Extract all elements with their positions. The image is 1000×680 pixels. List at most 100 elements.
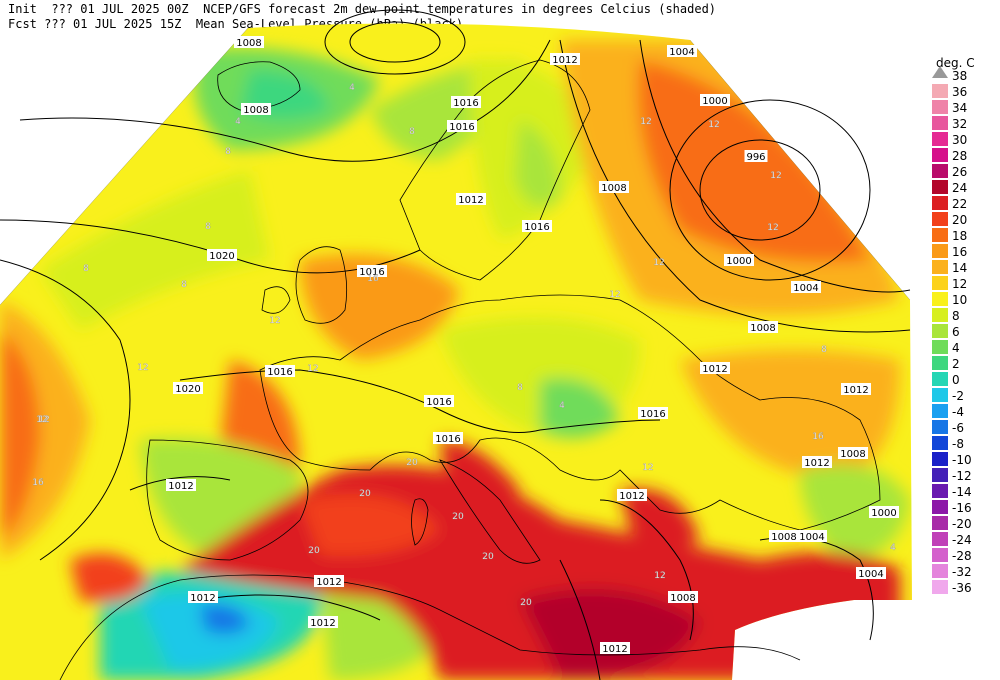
isobar-label: 1012 — [308, 616, 338, 629]
legend-swatch — [932, 340, 948, 354]
isobar-1000 — [669, 99, 871, 281]
legend-swatch — [932, 404, 948, 418]
shade-atlantic-core — [0, 330, 40, 540]
svg-text:1000: 1000 — [726, 256, 751, 267]
svg-text:1012: 1012 — [168, 481, 193, 492]
isobar-1020 — [0, 259, 131, 561]
contour-label: 8 — [409, 127, 415, 137]
legend-swatch — [932, 500, 948, 514]
isobar-label: 1020 — [173, 382, 203, 395]
svg-text:1016: 1016 — [453, 98, 478, 109]
isobar-label: 1016 — [447, 120, 477, 133]
contour-label: 8 — [205, 222, 211, 232]
legend-tick-label: 6 — [952, 325, 960, 339]
svg-text:1004: 1004 — [799, 532, 824, 543]
header-line-init: Init ??? 01 JUL 2025 00Z NCEP/GFS foreca… — [8, 2, 717, 16]
isobar-label: 1012 — [314, 575, 344, 588]
contour-label: 12 — [307, 364, 318, 374]
svg-text:1008: 1008 — [243, 105, 268, 116]
contour-label: 12 — [38, 415, 49, 425]
isobar-label: 1000 — [700, 94, 730, 107]
contour-label: 12 — [642, 463, 653, 473]
shade-sardinia-sea — [300, 494, 440, 556]
contour-label: 8 — [83, 264, 89, 274]
svg-text:1008: 1008 — [750, 323, 775, 334]
legend-swatch — [932, 148, 948, 162]
svg-text:1012: 1012 — [552, 55, 577, 66]
contour-label: 8 — [181, 280, 187, 290]
contour-label: 4 — [349, 83, 355, 93]
shade-adriatic — [440, 440, 520, 508]
isobar-label: 1012 — [166, 479, 196, 492]
legend-swatch — [932, 484, 948, 498]
isobar-label: 1004 — [667, 45, 697, 58]
legend-swatch — [932, 356, 948, 370]
legend-tick-label: 18 — [952, 229, 968, 243]
legend-swatch — [932, 372, 948, 386]
isobar-label: 1016 — [265, 365, 295, 378]
contour-label: 12 — [609, 290, 620, 300]
svg-text:1020: 1020 — [209, 251, 234, 262]
svg-text:1004: 1004 — [793, 283, 818, 294]
legend-swatch — [932, 452, 948, 466]
color-legend: deg. C 38 36 34 32 30 28 26 24 22 20 18 16 14 12 10 8 6 4… — [924, 56, 994, 616]
isobar-label: 1016 — [433, 432, 463, 445]
isobar-label: 1008 — [599, 181, 629, 194]
legend-swatch — [932, 516, 948, 530]
contour-label: 4 — [559, 401, 565, 411]
coast-continental-europe — [259, 294, 881, 531]
legend-tick-label: 20 — [952, 213, 968, 227]
contour-label: 20 — [406, 458, 418, 468]
isobar-1008-east — [559, 39, 911, 333]
grid-edge-east — [689, 39, 911, 301]
svg-text:1012: 1012 — [316, 577, 341, 588]
legend-swatch — [932, 164, 948, 178]
isobar-label: 1012 — [550, 53, 580, 66]
contour-label: 20 — [482, 552, 494, 562]
coast-ireland — [261, 286, 291, 314]
isobar-label: 1008 — [748, 321, 778, 334]
contour-label: 12 — [269, 316, 280, 326]
isobar-label: 1016 — [357, 265, 387, 278]
coast-sardinia — [411, 498, 429, 546]
legend-swatch — [932, 100, 948, 114]
legend-swatch — [932, 260, 948, 274]
shade-north-sea — [300, 254, 460, 360]
legend-tick-label: 12 — [952, 277, 968, 291]
legend-tick-label: 34 — [952, 101, 968, 115]
isobar-label: 1012 — [188, 591, 218, 604]
svg-text:1012: 1012 — [602, 644, 627, 655]
legend-swatch — [932, 180, 948, 194]
legend-tick-label: 10 — [952, 293, 968, 307]
coast-great-britain — [295, 246, 348, 324]
isobar-label: 1016 — [424, 395, 454, 408]
isobar-label: 1004 — [797, 530, 827, 543]
contour-label: 12 — [640, 117, 651, 127]
contour-label: 20 — [359, 489, 371, 499]
isobar-label: 1004 — [791, 281, 821, 294]
svg-text:1008: 1008 — [840, 449, 865, 460]
legend-swatch — [932, 228, 948, 242]
legend-swatch — [932, 580, 948, 594]
svg-text:1020: 1020 — [175, 384, 200, 395]
svg-text:1012: 1012 — [804, 458, 829, 469]
legend-tick-label: -36 — [952, 581, 972, 595]
legend-swatch — [932, 116, 948, 130]
isobar-1004-east — [639, 39, 911, 293]
legend-tick-label: 16 — [952, 245, 968, 259]
isobar-label: 1000 — [869, 506, 899, 519]
isobar-label: 1016 — [522, 220, 552, 233]
isobar-label: 1000 — [724, 254, 754, 267]
coast-north-africa — [59, 574, 801, 680]
coast-iberia — [146, 439, 309, 561]
isobar-label: 1012 — [456, 193, 486, 206]
svg-text:1016: 1016 — [435, 434, 460, 445]
legend-tick-label: -4 — [952, 405, 964, 419]
isobar-label: 1016 — [451, 96, 481, 109]
legend-swatch — [932, 292, 948, 306]
svg-text:1012: 1012 — [702, 364, 727, 375]
isobar-label: 1008 — [241, 103, 271, 116]
legend-swatch — [932, 436, 948, 450]
svg-text:1008: 1008 — [601, 183, 626, 194]
legend-tick-label: 14 — [952, 261, 968, 275]
